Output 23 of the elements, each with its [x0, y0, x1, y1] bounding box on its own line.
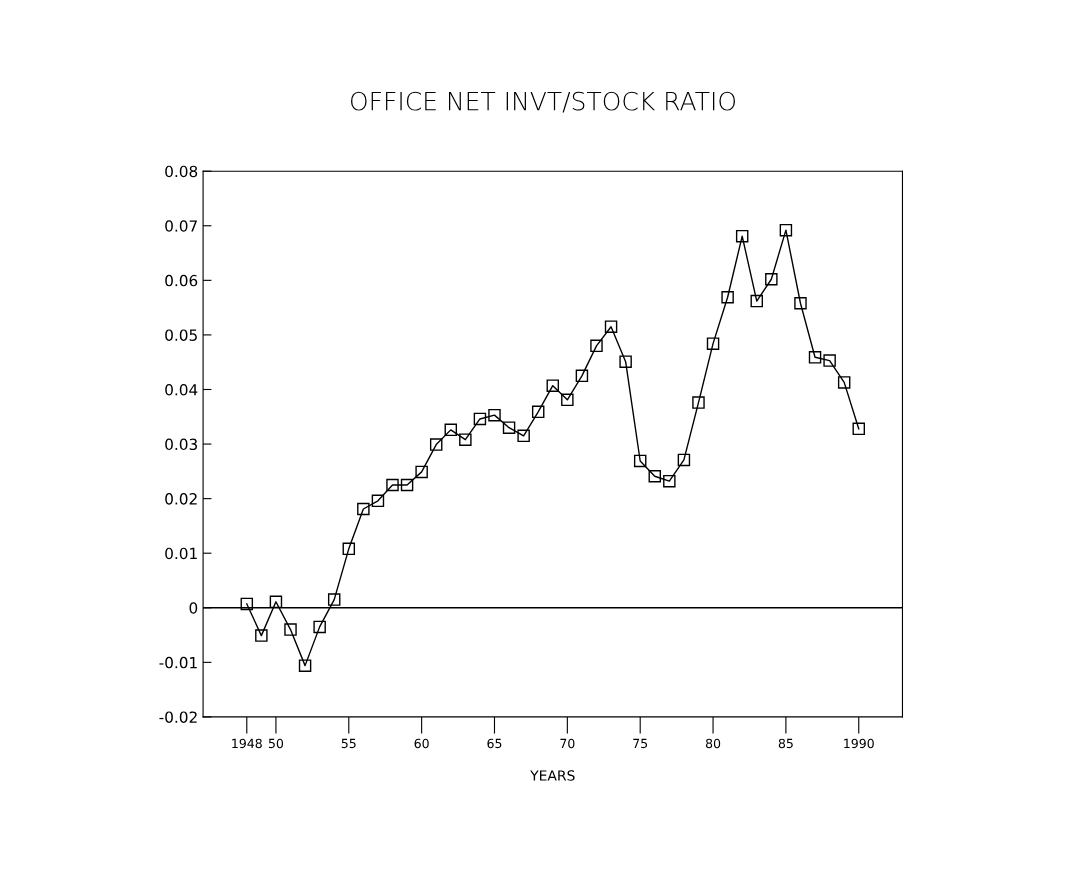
x-tick-label: 70 [560, 738, 575, 749]
x-tick-label: 85 [778, 738, 793, 749]
x-tick-label: 60 [414, 738, 429, 749]
x-tick-label: 1948 [232, 738, 262, 749]
y-tick-label: 0 [189, 602, 198, 614]
y-tick-label: 0.06 [165, 274, 198, 287]
x-tick-label: 1990 [844, 738, 874, 749]
y-tick-label: 0.07 [165, 220, 197, 232]
chart-title: OFFICE NET INVT/STOCK RATIO [351, 91, 735, 113]
y-tick-label: -0.01 [159, 656, 197, 669]
x-tick-label: 65 [487, 738, 502, 749]
y-tick-label: 0.08 [165, 165, 198, 178]
x-tick-label: 50 [268, 738, 284, 749]
y-tick-label: 0.04 [165, 383, 198, 396]
y-tick-label: 0.01 [165, 547, 197, 560]
x-tick-label: 80 [705, 738, 721, 749]
y-tick-label: 0.05 [165, 329, 197, 341]
y-tick-label: 0.02 [165, 493, 197, 505]
x-tick-label: 55 [341, 738, 356, 749]
y-tick-label: -0.02 [159, 711, 197, 723]
x-axis-title: YEARS [530, 770, 575, 781]
y-tick-label: 0.03 [165, 438, 197, 451]
x-tick-label: 75 [633, 738, 648, 749]
